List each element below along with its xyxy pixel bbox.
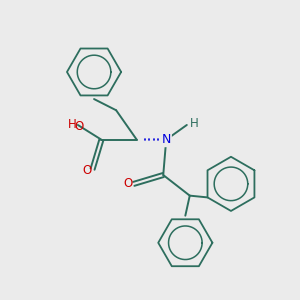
Text: O: O <box>74 120 83 133</box>
Text: H: H <box>190 117 199 130</box>
Text: H: H <box>68 118 76 131</box>
Text: O: O <box>83 164 92 177</box>
Text: N: N <box>161 133 171 146</box>
Text: O: O <box>123 177 133 190</box>
